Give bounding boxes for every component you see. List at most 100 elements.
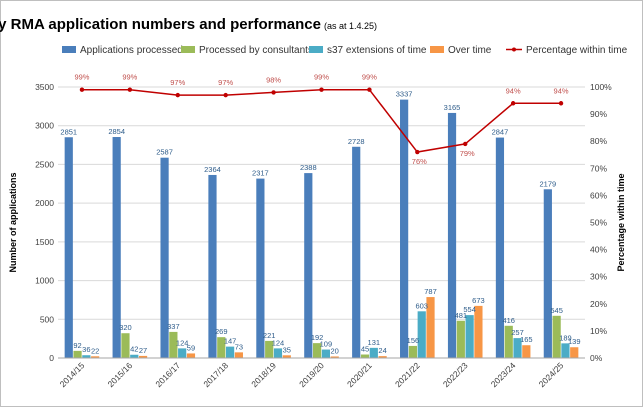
bar-0-9	[495, 137, 505, 358]
y2-tick-label: 20%	[590, 299, 607, 309]
bar-0-2	[160, 157, 169, 358]
bar-3-5	[330, 356, 339, 358]
bar-data-label: 320	[119, 323, 132, 332]
bar-data-label: 2847	[492, 128, 509, 137]
x-tick-label: 2024/25	[537, 360, 566, 389]
bar-data-label: 109	[320, 340, 333, 349]
bar-1-5	[313, 343, 322, 358]
bar-data-label: 27	[139, 346, 147, 355]
bar-3-1	[138, 355, 148, 358]
bar-data-label: 156	[407, 336, 420, 345]
bar-1-6	[360, 354, 370, 358]
legend: Applications processed Processed by consu…	[62, 45, 628, 56]
y2-tick-label: 100%	[590, 82, 612, 92]
bar-data-label: 73	[235, 342, 243, 351]
bar-2-2	[178, 348, 187, 358]
bar-data-label: 192	[311, 333, 324, 342]
y2-tick-label: 0%	[590, 353, 603, 363]
legend-label-3: Over time	[448, 45, 492, 56]
percentage-label: 94%	[554, 86, 569, 95]
bar-3-8	[474, 305, 483, 358]
y2-tick-label: 90%	[590, 109, 607, 119]
bar-3-7	[426, 297, 435, 358]
bar-data-label: 3337	[396, 90, 413, 99]
bar-2-1	[130, 354, 139, 358]
bar-3-6	[378, 356, 387, 358]
percentage-label: 97%	[218, 78, 233, 87]
bar-data-label: 139	[568, 337, 581, 346]
bar-2-9	[513, 338, 522, 358]
bar-data-labels: 2851 2854 2587 2364 2317 2388 2728 3337 3165 2847…	[60, 90, 580, 356]
bar-1-9	[504, 325, 513, 358]
bar-1-4	[265, 340, 274, 358]
percentage-label: 99%	[74, 73, 89, 82]
y2-tick-label: 40%	[590, 245, 607, 255]
y-tick-label: 3500	[35, 82, 54, 92]
bar-data-label: 2179	[540, 179, 557, 188]
bar-data-label: 787	[424, 287, 437, 296]
bar-data-label: 257	[511, 328, 524, 337]
bar-2-5	[321, 349, 330, 358]
bar-1-2	[169, 331, 178, 358]
percentage-label: 79%	[460, 149, 475, 158]
y2-tick-label: 60%	[590, 190, 607, 200]
y2-tick-label: 50%	[590, 218, 607, 228]
legend-label-4: Percentage within time	[526, 45, 628, 56]
bars	[64, 99, 579, 359]
percentage-label: 99%	[122, 73, 137, 82]
legend-label-1: Processed by consultants	[199, 45, 313, 56]
x-tick-label: 2016/17	[153, 360, 182, 389]
bar-data-label: 131	[368, 338, 381, 347]
x-tick-label: 2015/16	[105, 360, 134, 389]
bar-0-8	[447, 112, 457, 358]
bar-data-label: 2728	[348, 137, 365, 146]
x-tick-label: 2020/21	[345, 360, 374, 389]
bar-0-0	[64, 137, 73, 358]
percentage-point	[271, 90, 276, 95]
bar-data-label: 59	[187, 343, 195, 352]
percentage-line-path	[81, 88, 562, 153]
y-axis-title: Number of applications	[8, 172, 18, 272]
bar-data-label: 189	[559, 333, 572, 342]
bar-data-label: 35	[283, 345, 291, 354]
bar-1-0	[73, 350, 82, 358]
bar-data-label: 36	[82, 345, 90, 354]
x-tick-label: 2018/19	[249, 360, 278, 389]
y2-tick-label: 80%	[590, 136, 607, 146]
bar-data-label: 124	[272, 338, 285, 347]
y-tick-label: 500	[40, 314, 54, 324]
bar-2-4	[273, 348, 283, 358]
bar-data-label: 673	[472, 296, 485, 305]
bar-data-label: 2364	[204, 165, 221, 174]
bar-3-2	[186, 353, 196, 358]
y2-tick-label: 30%	[590, 272, 607, 282]
percentage-label: 98%	[266, 75, 281, 84]
percentage-point	[127, 87, 133, 92]
legend-swatch-1	[181, 46, 195, 53]
bar-0-7	[400, 99, 409, 359]
percentage-point	[175, 92, 180, 98]
bar-data-label: 20	[331, 346, 339, 355]
chart-title: Yearly RMA application numbers and perfo…	[0, 16, 321, 33]
bar-data-label: 545	[550, 306, 563, 315]
bar-0-10	[543, 189, 552, 358]
bar-2-3	[225, 346, 235, 358]
chart-subtitle: (as at 1.4.25)	[324, 21, 377, 31]
bar-data-label: 42	[130, 345, 138, 354]
bar-0-5	[304, 173, 313, 358]
bar-data-label: 269	[215, 327, 228, 336]
bar-0-6	[352, 146, 361, 358]
bar-2-0	[82, 355, 91, 358]
bar-2-8	[465, 315, 474, 358]
bar-2-6	[369, 347, 378, 358]
percentage-label: 99%	[314, 73, 329, 82]
bar-data-label: 124	[176, 338, 189, 347]
percentage-point	[510, 101, 516, 106]
bar-data-label: 481	[455, 311, 468, 320]
bar-data-label: 2854	[108, 127, 125, 136]
legend-label-2: s37 extensions of time	[327, 45, 427, 56]
bar-3-4	[282, 355, 291, 358]
percentage-line: 99% 99% 97% 97% 98% 99% 99% 76% 79% 94% 94%	[74, 73, 568, 166]
bar-data-label: 147	[224, 337, 237, 346]
